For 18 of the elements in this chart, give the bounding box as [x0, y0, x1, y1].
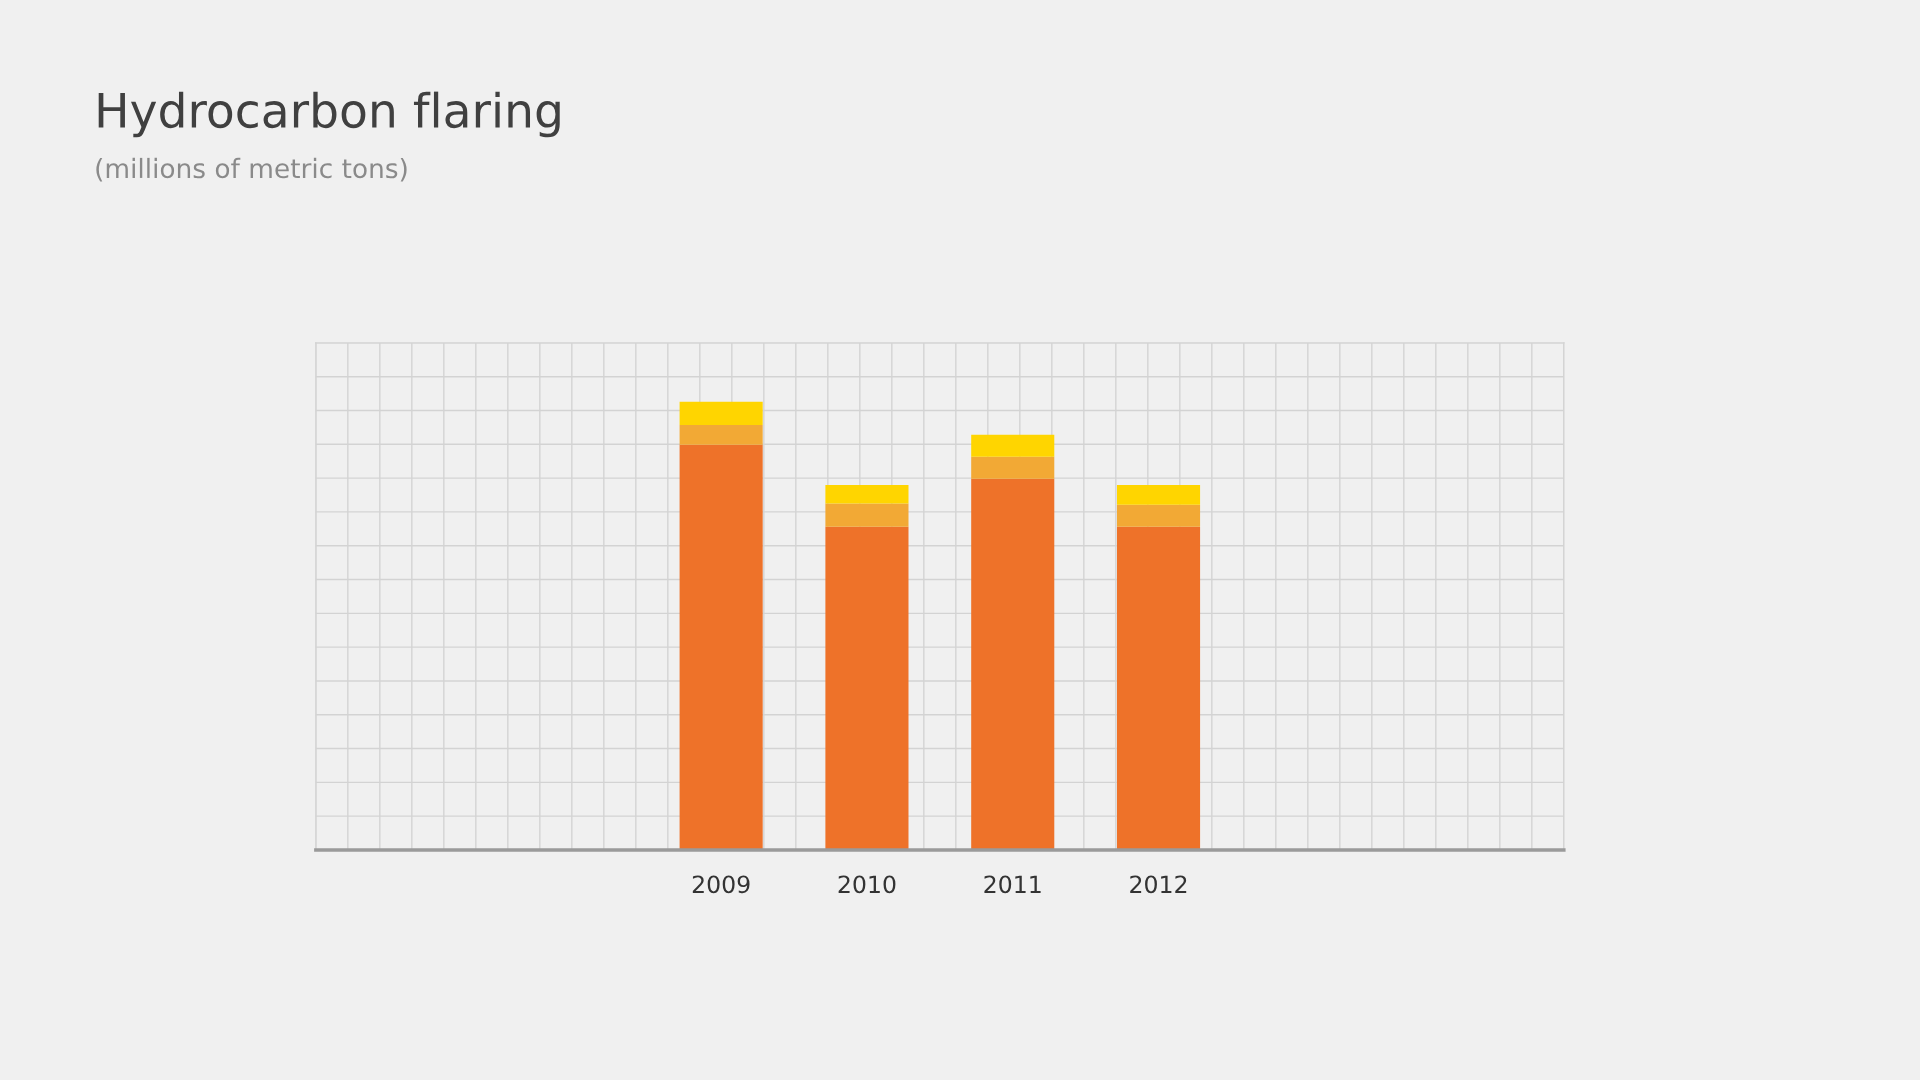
bar — [679, 401, 763, 425]
x-tick-label: 2010 — [838, 875, 896, 894]
bar — [971, 478, 1055, 850]
x-tick-label: 2012 — [1130, 875, 1187, 894]
bar — [1116, 504, 1201, 527]
bar — [971, 456, 1055, 479]
bar — [825, 526, 909, 850]
bar — [825, 503, 909, 527]
bar — [679, 424, 763, 445]
text: (millions of metric tons) — [96, 157, 407, 182]
bar — [825, 485, 909, 504]
x-tick-label: 2009 — [692, 875, 750, 894]
bar — [679, 444, 763, 850]
chart-title: Hydrocarbon flaring — [98, 91, 560, 138]
bar — [1116, 485, 1201, 505]
x-tick-label: 2011 — [984, 875, 1041, 894]
bar — [1116, 526, 1201, 850]
bar — [971, 434, 1055, 457]
